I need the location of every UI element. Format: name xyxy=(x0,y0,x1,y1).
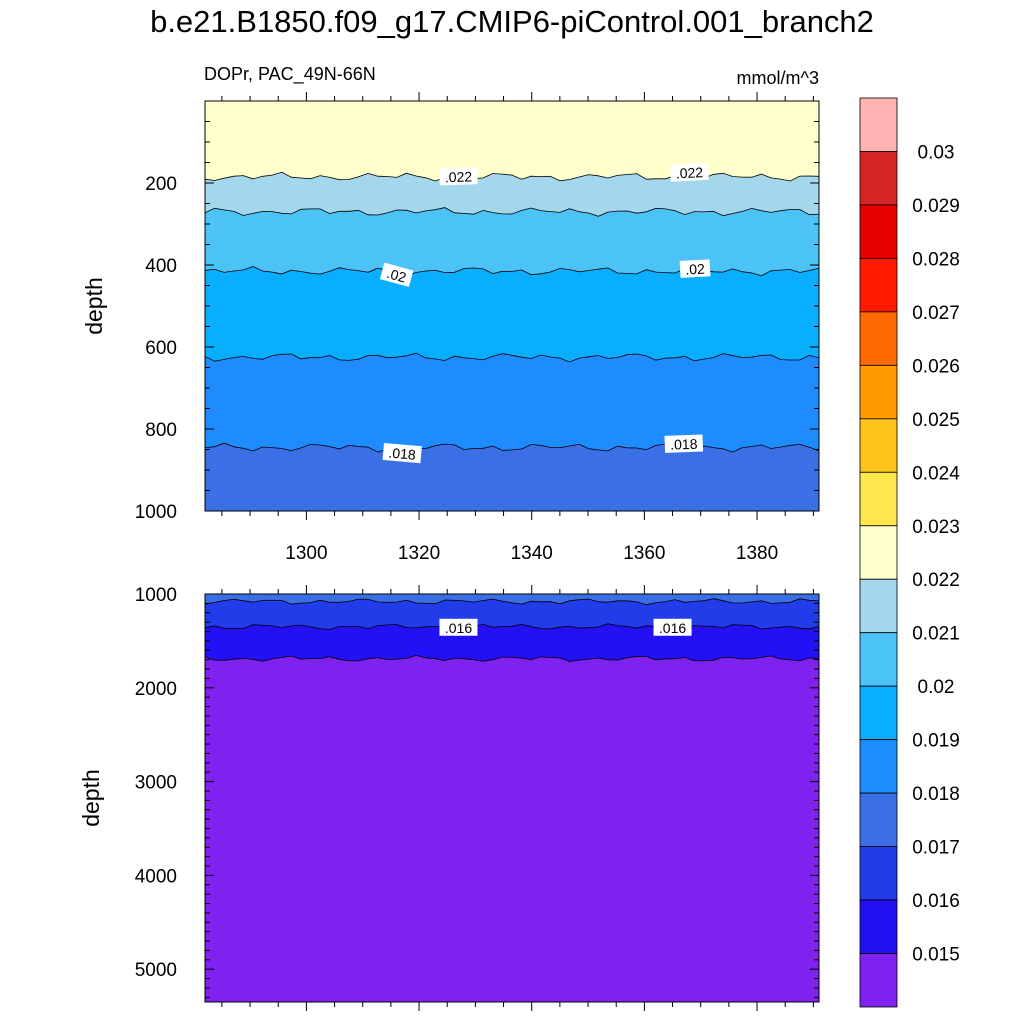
colorbar-box xyxy=(859,471,898,527)
contour-line-0.02 xyxy=(205,266,819,277)
svg-text:.018: .018 xyxy=(670,436,698,453)
contour-line-0.021 xyxy=(205,207,819,217)
colorbar-box xyxy=(859,792,898,847)
x-tick-label: 1320 xyxy=(398,543,440,564)
units-label: mmol/m^3 xyxy=(736,68,819,88)
colorbar-box xyxy=(859,685,898,741)
x-tick-label: 1340 xyxy=(511,543,553,564)
colorbar-label: 0.027 xyxy=(912,303,960,324)
upper-y-axis-label: depth xyxy=(81,277,107,335)
x-tick-label: 1380 xyxy=(736,543,778,564)
colorbar-label: 0.025 xyxy=(912,410,960,431)
svg-text:.016: .016 xyxy=(445,620,472,636)
colorbar-label: 0.028 xyxy=(912,249,960,270)
contour-label: .022 xyxy=(669,162,709,182)
contour-label: .016 xyxy=(439,618,478,636)
chart-title: b.e21.B1850.f09_g17.CMIP6-piControl.001_… xyxy=(150,4,874,39)
colorbar-label: 0.029 xyxy=(912,196,960,217)
axes: 1300 1320 1340 1360 1380 200 400 600 800 1000 1000… xyxy=(78,92,820,1011)
contour-line-0.015 xyxy=(205,654,819,662)
y-tick-label: 400 xyxy=(145,256,177,277)
lower-plot-frame xyxy=(204,593,820,1003)
contour-line-0.018 xyxy=(205,442,819,453)
colorbar-box xyxy=(859,258,898,313)
contour-label: .016 xyxy=(653,618,692,636)
y-tick-label: 800 xyxy=(145,420,177,441)
contour-label: .02 xyxy=(379,262,414,287)
svg-text:.02: .02 xyxy=(385,265,408,286)
colorbar-box xyxy=(859,953,898,1008)
contour-label: .02 xyxy=(679,259,711,278)
svg-text:.02: .02 xyxy=(685,261,705,278)
y-tick-label: 5000 xyxy=(135,960,177,981)
colorbar: 0.03 0.029 0.028 0.027 0.026 0.025 0.024 0.023 0… xyxy=(859,97,960,1008)
colorbar-label: 0.02 xyxy=(918,677,955,698)
colorbar-box xyxy=(859,739,898,794)
svg-text:.022: .022 xyxy=(675,164,703,181)
colorbar-box xyxy=(859,311,898,366)
colorbar-label: 0.015 xyxy=(912,945,960,966)
x-tick-label: 1360 xyxy=(623,543,665,564)
colorbar-label: 0.024 xyxy=(912,463,960,484)
colorbar-box xyxy=(859,418,898,473)
y-tick-label: 600 xyxy=(145,338,177,359)
y-tick-label: 200 xyxy=(145,174,177,195)
colorbar-label: 0.021 xyxy=(912,624,960,645)
contour-label: .022 xyxy=(439,167,478,186)
y-tick-label: 3000 xyxy=(135,773,177,794)
colorbar-label: 0.018 xyxy=(912,784,960,805)
colorbar-box xyxy=(859,97,898,152)
y-tick-label: 2000 xyxy=(135,679,177,700)
colorbar-label: 0.017 xyxy=(912,838,960,859)
contour-label: .018 xyxy=(664,434,704,453)
contour-line-0.019 xyxy=(205,352,819,363)
upper-panel-fills xyxy=(205,101,819,511)
contour-line-0.022 xyxy=(205,171,819,182)
band-b017_018 xyxy=(205,443,819,511)
contour-label: .018 xyxy=(382,442,422,464)
colorbar-box xyxy=(859,525,898,580)
lower-panel-fills xyxy=(205,594,819,1002)
lower-y-axis-label: depth xyxy=(78,769,104,827)
y-tick-label: 1000 xyxy=(135,502,177,523)
colorbar-label: 0.03 xyxy=(918,142,955,163)
band-lt_015 xyxy=(205,655,819,1002)
y-tick-label: 4000 xyxy=(135,866,177,887)
colorbar-label: 0.016 xyxy=(912,891,960,912)
contour-line-0.016 xyxy=(205,623,819,631)
colorbar-box xyxy=(859,578,898,634)
svg-text:.018: .018 xyxy=(388,444,417,462)
colorbar-box xyxy=(859,204,898,259)
colorbar-label: 0.026 xyxy=(912,356,960,377)
colorbar-box xyxy=(859,899,898,954)
variable-region-label: DOPr, PAC_49N-66N xyxy=(204,64,376,84)
contour-labels: .022 .022 .02 .02 .018 .018 .016 .016 xyxy=(379,162,711,636)
colorbar-box xyxy=(859,846,898,901)
colorbar-box xyxy=(859,364,898,420)
y-tick-label: 1000 xyxy=(135,585,177,606)
colorbar-label: 0.023 xyxy=(912,517,960,538)
contour-line-0.017 xyxy=(205,598,819,606)
x-tick-label: 1300 xyxy=(285,543,327,564)
colorbar-box xyxy=(859,151,898,206)
colorbar-box xyxy=(859,632,898,687)
svg-text:.016: .016 xyxy=(659,620,686,636)
colorbar-label: 0.019 xyxy=(912,731,960,752)
svg-text:.022: .022 xyxy=(445,168,473,185)
colorbar-label: 0.022 xyxy=(912,570,960,591)
